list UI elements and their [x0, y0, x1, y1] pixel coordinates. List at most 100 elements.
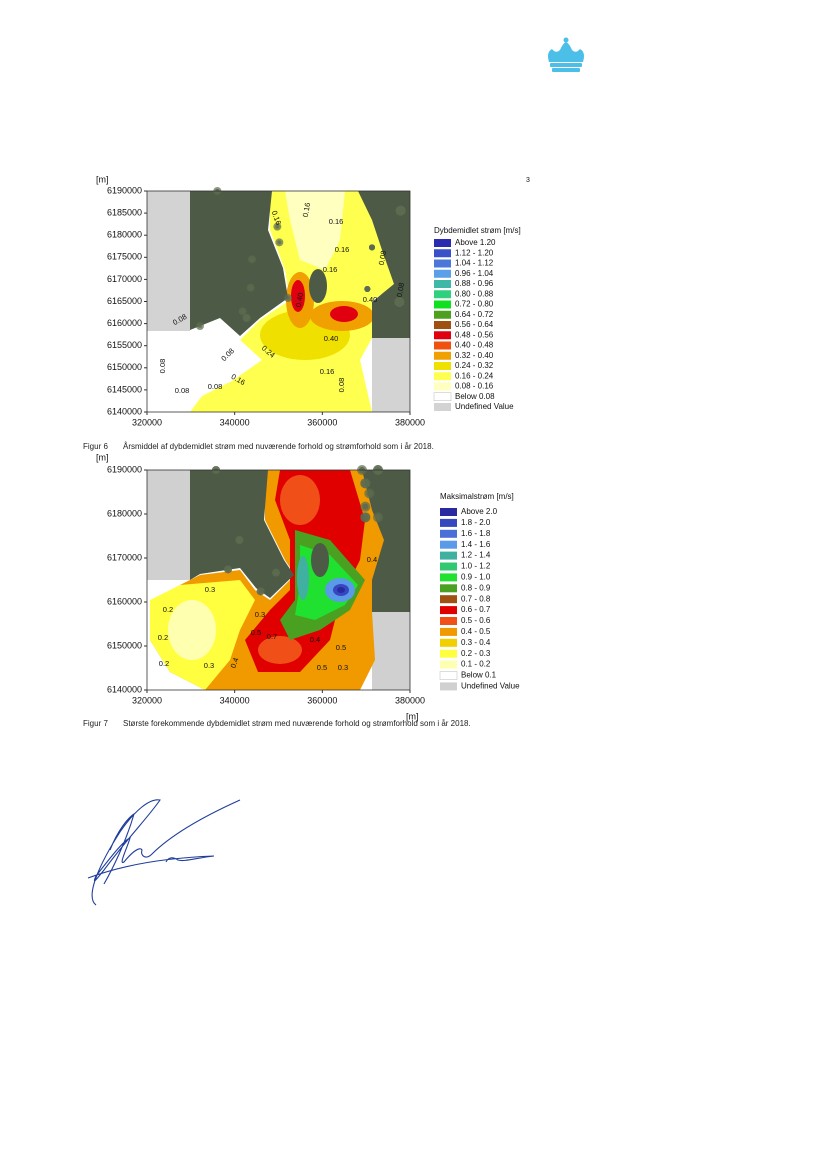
legend-swatch — [440, 508, 457, 516]
legend-label: 0.5 - 0.6 — [461, 616, 491, 625]
legend-swatch — [440, 617, 457, 625]
y-tick-label: 6175000 — [107, 252, 142, 262]
x-unit: [m] — [406, 711, 419, 721]
map-frame — [146, 469, 411, 691]
caption-number: Figur 7 — [83, 719, 108, 728]
legend-swatch — [440, 627, 457, 636]
legend-swatch — [440, 649, 457, 658]
x-tick-label: 360000 — [307, 695, 337, 705]
contour-label: 0.08 — [158, 359, 167, 374]
contour-label: 0.2 — [163, 605, 173, 614]
contour-label: 0.3 — [255, 610, 265, 619]
y-tick-label: 6160000 — [107, 596, 142, 606]
y-tick-label: 6185000 — [107, 207, 142, 217]
contour-label: 0.2 — [158, 633, 168, 642]
legend-label: 0.80 - 0.88 — [455, 289, 494, 298]
land-texture — [242, 314, 251, 322]
x-tick-label: 340000 — [220, 695, 250, 705]
x-tick-label: 360000 — [307, 417, 337, 427]
land — [190, 470, 294, 598]
contour-label: 0.3 — [204, 661, 214, 670]
current-zone — [330, 306, 358, 322]
contour-label: 0.16 — [329, 217, 344, 226]
legend-swatch — [434, 382, 451, 391]
contour-label: 0.2 — [159, 659, 169, 668]
contour-label: 0.08 — [395, 282, 406, 298]
legend-label: 1.8 - 2.0 — [461, 518, 491, 527]
legend-swatch — [434, 341, 451, 350]
y-tick-label: 6180000 — [107, 508, 142, 518]
current-zone — [147, 191, 190, 331]
contour-label: 0.3 — [205, 585, 215, 594]
x-tick-label: 320000 — [132, 417, 162, 427]
land-texture — [369, 244, 375, 251]
caption-text: Årsmiddel af dybdemidlet strøm med nuvær… — [123, 442, 434, 451]
current-zone — [147, 320, 262, 412]
legend-swatch — [434, 331, 451, 340]
y-tick-label: 6140000 — [107, 684, 142, 694]
current-zone — [372, 612, 410, 690]
legend-swatch — [434, 269, 451, 278]
legend-label: 0.8 - 0.9 — [461, 583, 491, 592]
legend-label: 0.48 - 0.56 — [455, 330, 494, 339]
contour-label: 0.5 — [336, 643, 346, 652]
legend-swatch — [440, 540, 457, 549]
land-texture — [248, 285, 253, 290]
land-texture — [273, 222, 282, 231]
legend-swatch — [434, 403, 451, 411]
legend-label: 0.40 - 0.48 — [455, 341, 494, 350]
land-texture — [275, 238, 284, 247]
y-unit: [m] — [96, 452, 109, 462]
legend-label: Above 1.20 — [455, 238, 496, 247]
legend-swatch — [434, 290, 451, 299]
land-texture — [198, 324, 202, 328]
figure: 0.160.16 0.160.160.160.080.40 0.400.400.24… — [96, 174, 530, 427]
y-unit: [m] — [96, 174, 109, 184]
land-texture — [248, 255, 256, 264]
contour-label: 0.40 — [324, 334, 339, 343]
legend-label: 1.4 - 1.6 — [461, 540, 491, 549]
contour-label: 0.3 — [338, 663, 348, 672]
legend-label: Above 2.0 — [461, 507, 498, 516]
land-texture — [360, 478, 371, 489]
legend-swatch — [434, 372, 451, 381]
legend-label: 1.2 - 1.4 — [461, 551, 491, 560]
contour-label: 0.16 — [301, 202, 312, 218]
legend-label: 0.2 - 0.3 — [461, 649, 491, 658]
y-tick-label: 6145000 — [107, 384, 142, 394]
current-zone — [168, 600, 216, 660]
contour-label: 0.40 — [363, 295, 378, 304]
current-zone — [337, 587, 345, 593]
caption-text: Største forekommende dybdemidlet strøm m… — [123, 719, 471, 728]
legend-swatch — [434, 249, 451, 258]
contour-label: 0.16 — [323, 265, 338, 274]
legend-swatch — [440, 551, 457, 560]
corner-mark: 3 — [526, 177, 530, 184]
legend-swatch — [440, 606, 457, 615]
legend-swatch — [440, 573, 457, 582]
contour-label: 0.16 — [320, 367, 335, 376]
land-texture — [237, 538, 242, 542]
x-tick-label: 340000 — [220, 417, 250, 427]
legend-label: 0.1 - 0.2 — [461, 660, 491, 669]
y-tick-label: 6150000 — [107, 362, 142, 372]
caption: Figur 7 Største forekommende dybdemidlet … — [83, 718, 523, 730]
land-texture — [284, 294, 292, 302]
legend-label: 0.7 - 0.8 — [461, 594, 491, 603]
legend-swatch — [434, 300, 451, 309]
y-tick-label: 6190000 — [107, 185, 142, 195]
land-texture — [362, 503, 369, 510]
land — [311, 543, 329, 577]
land — [190, 191, 288, 336]
land-texture — [395, 205, 406, 216]
land-texture — [375, 514, 381, 521]
current-zone — [372, 338, 410, 412]
legend-swatch — [439, 671, 458, 680]
legend-label: Below 0.08 — [455, 392, 495, 401]
y-tick-label: 6170000 — [107, 552, 142, 562]
land — [309, 269, 327, 303]
land-texture — [240, 309, 245, 314]
legend-label: 0.24 - 0.32 — [455, 361, 494, 370]
legend-swatch — [440, 682, 457, 691]
